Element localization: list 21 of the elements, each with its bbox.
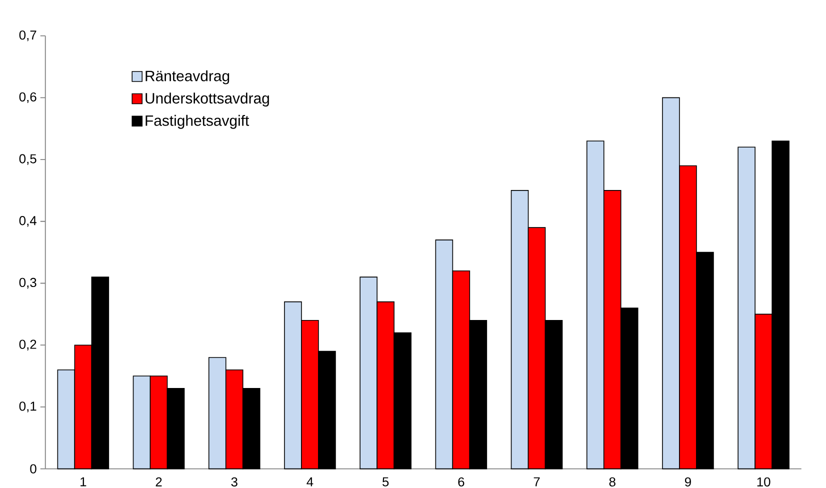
x-tick-label: 6 bbox=[458, 477, 464, 486]
x-tick-label: 8 bbox=[609, 477, 616, 486]
x-tick-label: 7 bbox=[534, 477, 540, 486]
x-tick-label: 9 bbox=[684, 477, 691, 486]
x-tick-label: 4 bbox=[306, 477, 314, 486]
y-tick-label: 0,5 bbox=[19, 154, 36, 165]
x-tick-label: 5 bbox=[382, 477, 389, 486]
y-tick-label: 0,6 bbox=[19, 92, 36, 104]
x-tick-label: 3 bbox=[231, 477, 238, 486]
y-tick-label: 0 bbox=[30, 464, 36, 474]
y-tick-label: 0,7 bbox=[19, 30, 36, 42]
legend-label: Ränteavdrag bbox=[146, 70, 230, 84]
x-tick-label: 1 bbox=[80, 477, 86, 486]
legend-label: Fastighetsavgift bbox=[146, 114, 250, 129]
x-tick-label: 2 bbox=[156, 477, 162, 486]
y-tick-label: 0,3 bbox=[19, 278, 36, 289]
y-tick-label: 0,4 bbox=[19, 216, 36, 227]
y-tick-label: 0,1 bbox=[19, 402, 36, 412]
x-tick-label: 10 bbox=[757, 477, 770, 486]
legend-label: Underskottsavdrag bbox=[146, 92, 269, 107]
y-tick-label: 0,2 bbox=[19, 340, 36, 350]
